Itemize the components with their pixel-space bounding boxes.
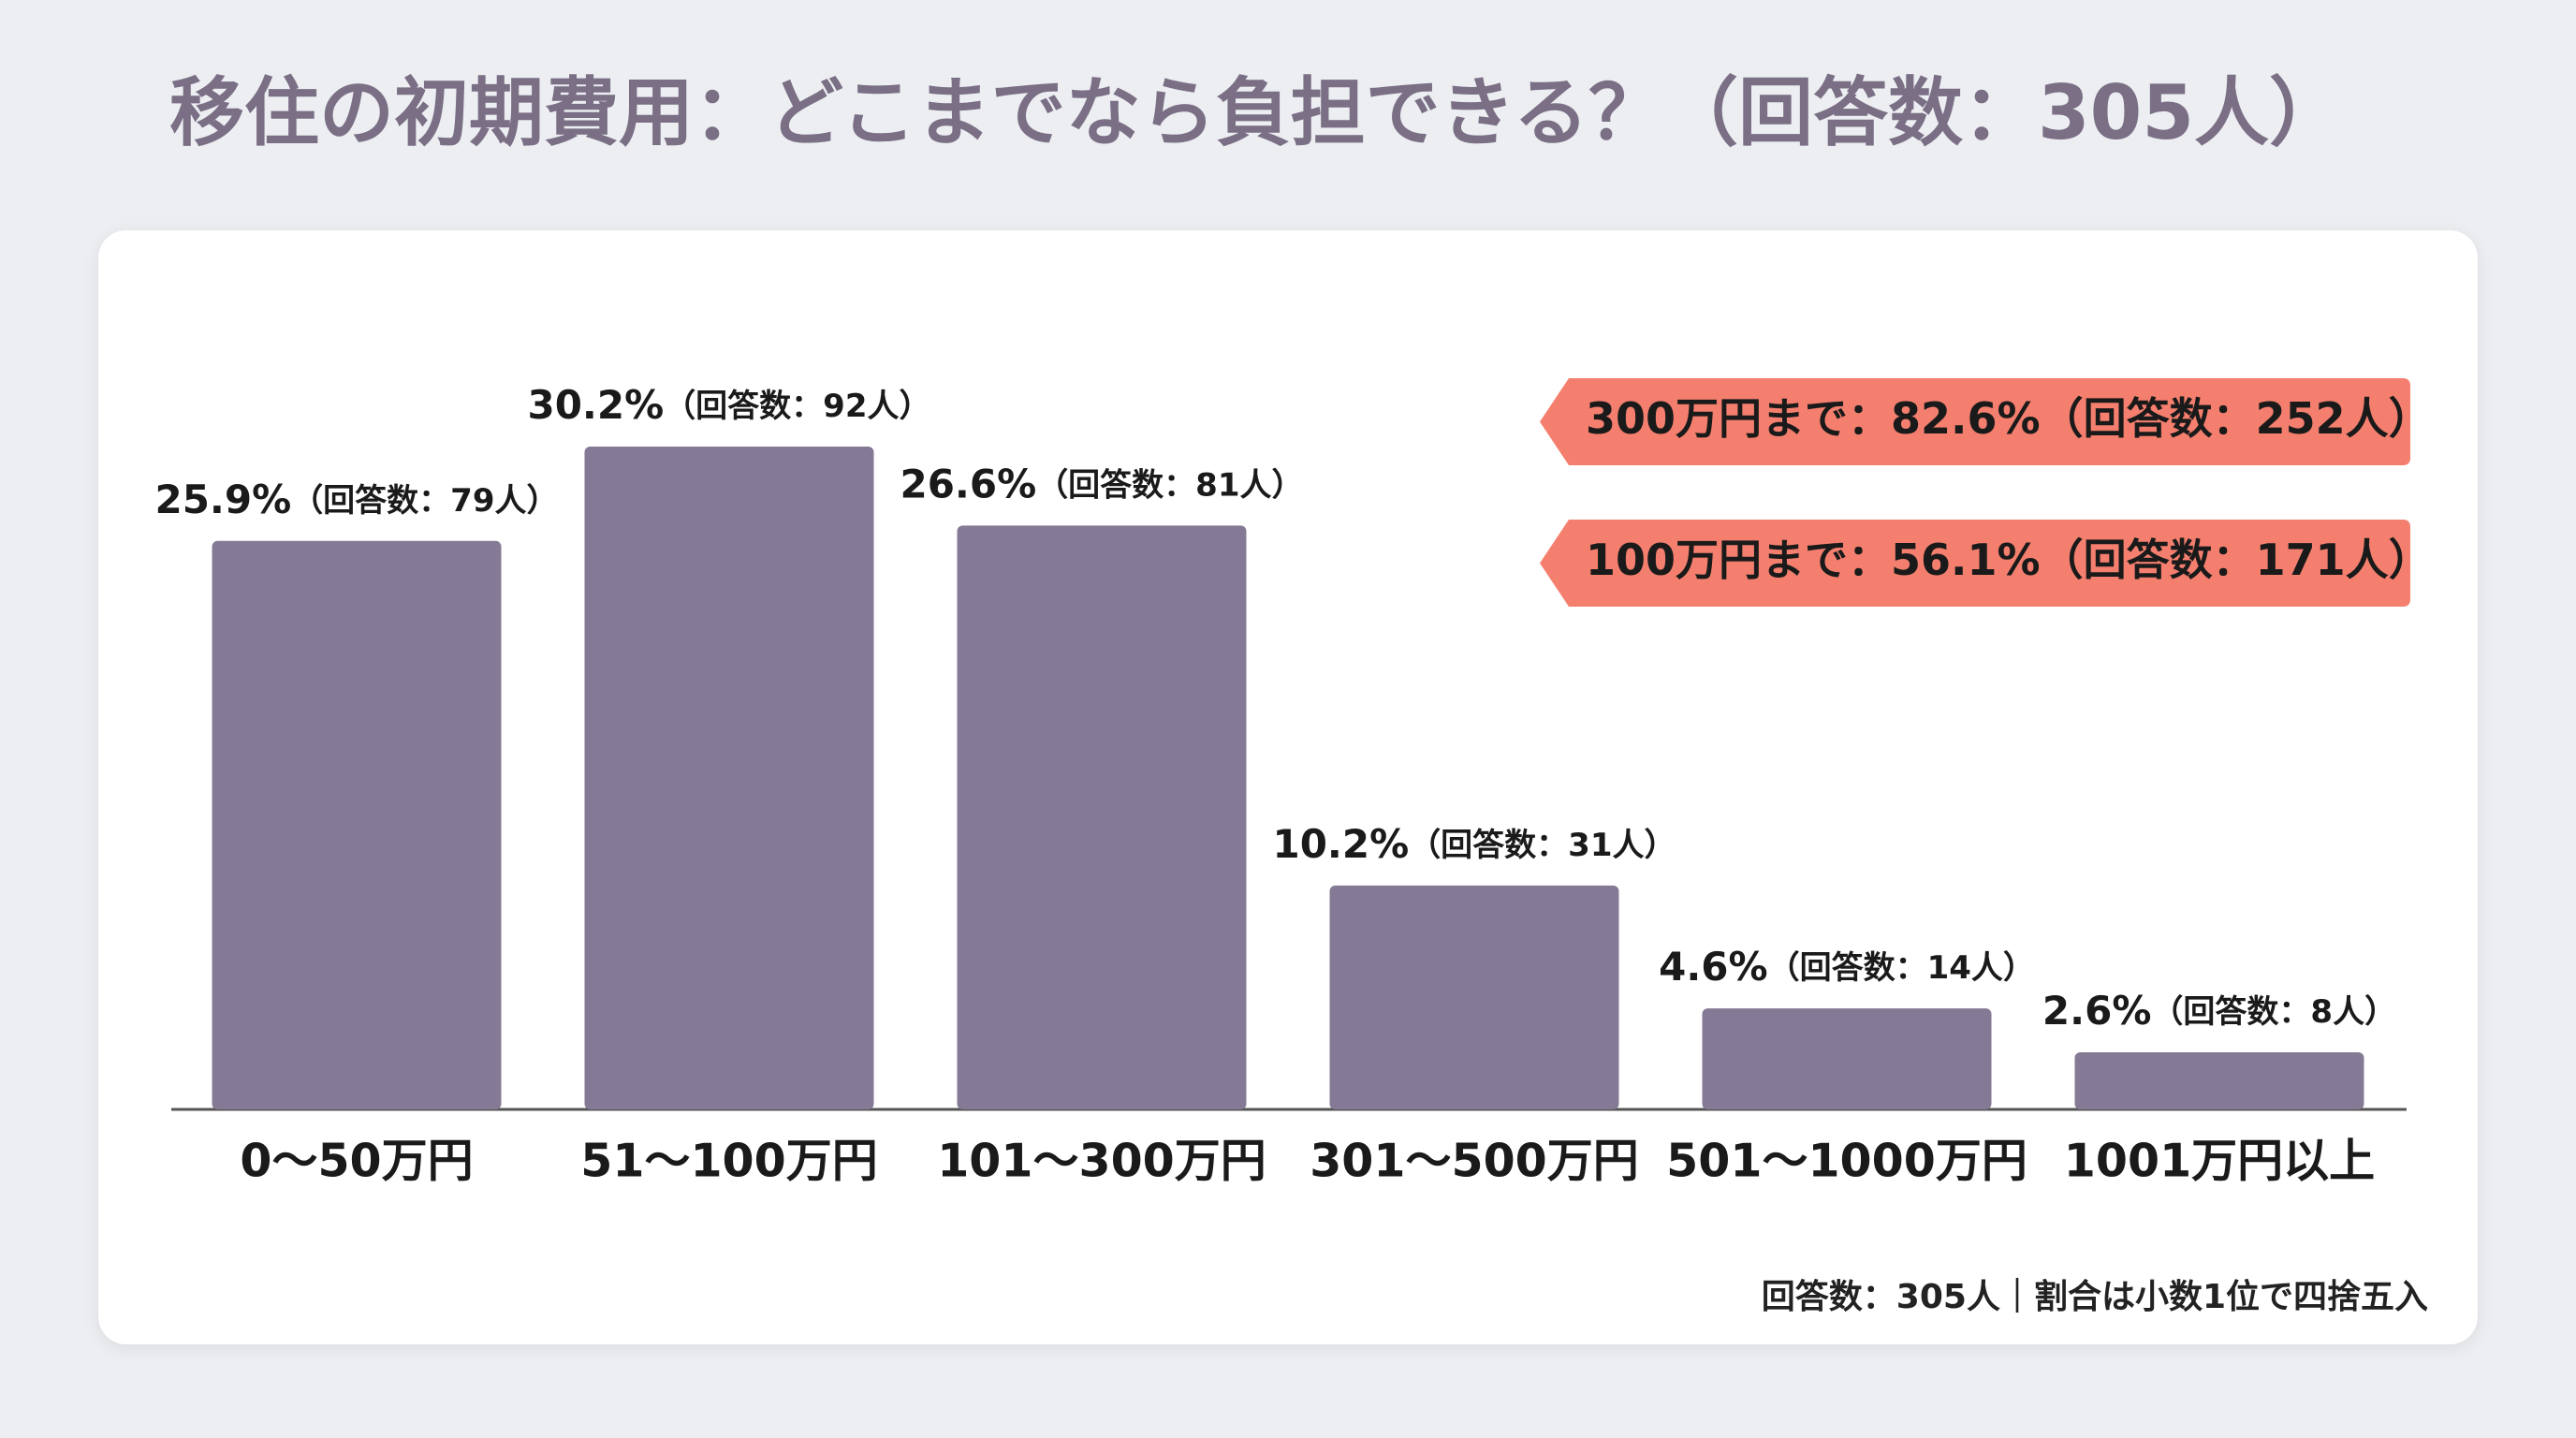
value-label: 25.9% — [154, 476, 291, 521]
value-label: 30.2% — [527, 382, 664, 428]
x-tick-label: 501〜1000万円 — [1666, 1135, 2027, 1188]
data-label: 25.9%（回答数：79人） — [154, 476, 558, 521]
value-label: 4.6% — [1659, 944, 1767, 990]
value-label: 2.6% — [2042, 988, 2151, 1034]
bar — [957, 525, 1247, 1109]
bar — [1702, 1008, 1992, 1109]
data-label: 26.6%（回答数：81人） — [900, 461, 1303, 506]
callout-box — [1540, 378, 2410, 465]
value-label: 26.6% — [900, 461, 1036, 506]
count-label: （回答数：81人） — [1036, 466, 1303, 504]
chart-title: 移住の初期費用：どこまでなら負担できる？（回答数：305人） — [169, 69, 2344, 156]
footnote: 回答数：305人｜割合は小数1位で四捨五入 — [1762, 1277, 2428, 1316]
x-tick-label: 51〜100万円 — [580, 1135, 877, 1188]
count-label: （回答数：31人） — [1409, 826, 1676, 863]
x-tick-label: 0〜50万円 — [240, 1135, 473, 1188]
bar — [1329, 885, 1619, 1109]
data-label: 10.2%（回答数：31人） — [1272, 820, 1676, 866]
x-tick-label: 1001万円以上 — [2064, 1135, 2375, 1188]
data-label: 30.2%（回答数：92人） — [527, 382, 930, 428]
callout-text: 100万円まで：56.1%（回答数：171人） — [1586, 535, 2432, 585]
count-label: （回答数：8人） — [2151, 993, 2396, 1031]
count-label: （回答数：14人） — [1768, 949, 2035, 987]
x-tick-label: 101〜300万円 — [937, 1135, 1266, 1188]
callout-text: 300万円まで：82.6%（回答数：252人） — [1586, 393, 2432, 444]
callout-box — [1540, 520, 2410, 607]
data-label: 4.6%（回答数：14人） — [1659, 944, 2035, 990]
bar — [584, 447, 874, 1109]
value-label: 10.2% — [1272, 820, 1409, 866]
bar — [2074, 1052, 2364, 1109]
count-label: （回答数：92人） — [664, 388, 930, 425]
data-label: 2.6%（回答数：8人） — [2042, 988, 2396, 1034]
x-tick-label: 301〜500万円 — [1310, 1135, 1639, 1188]
count-label: （回答数：79人） — [291, 481, 558, 519]
bar — [212, 540, 502, 1109]
